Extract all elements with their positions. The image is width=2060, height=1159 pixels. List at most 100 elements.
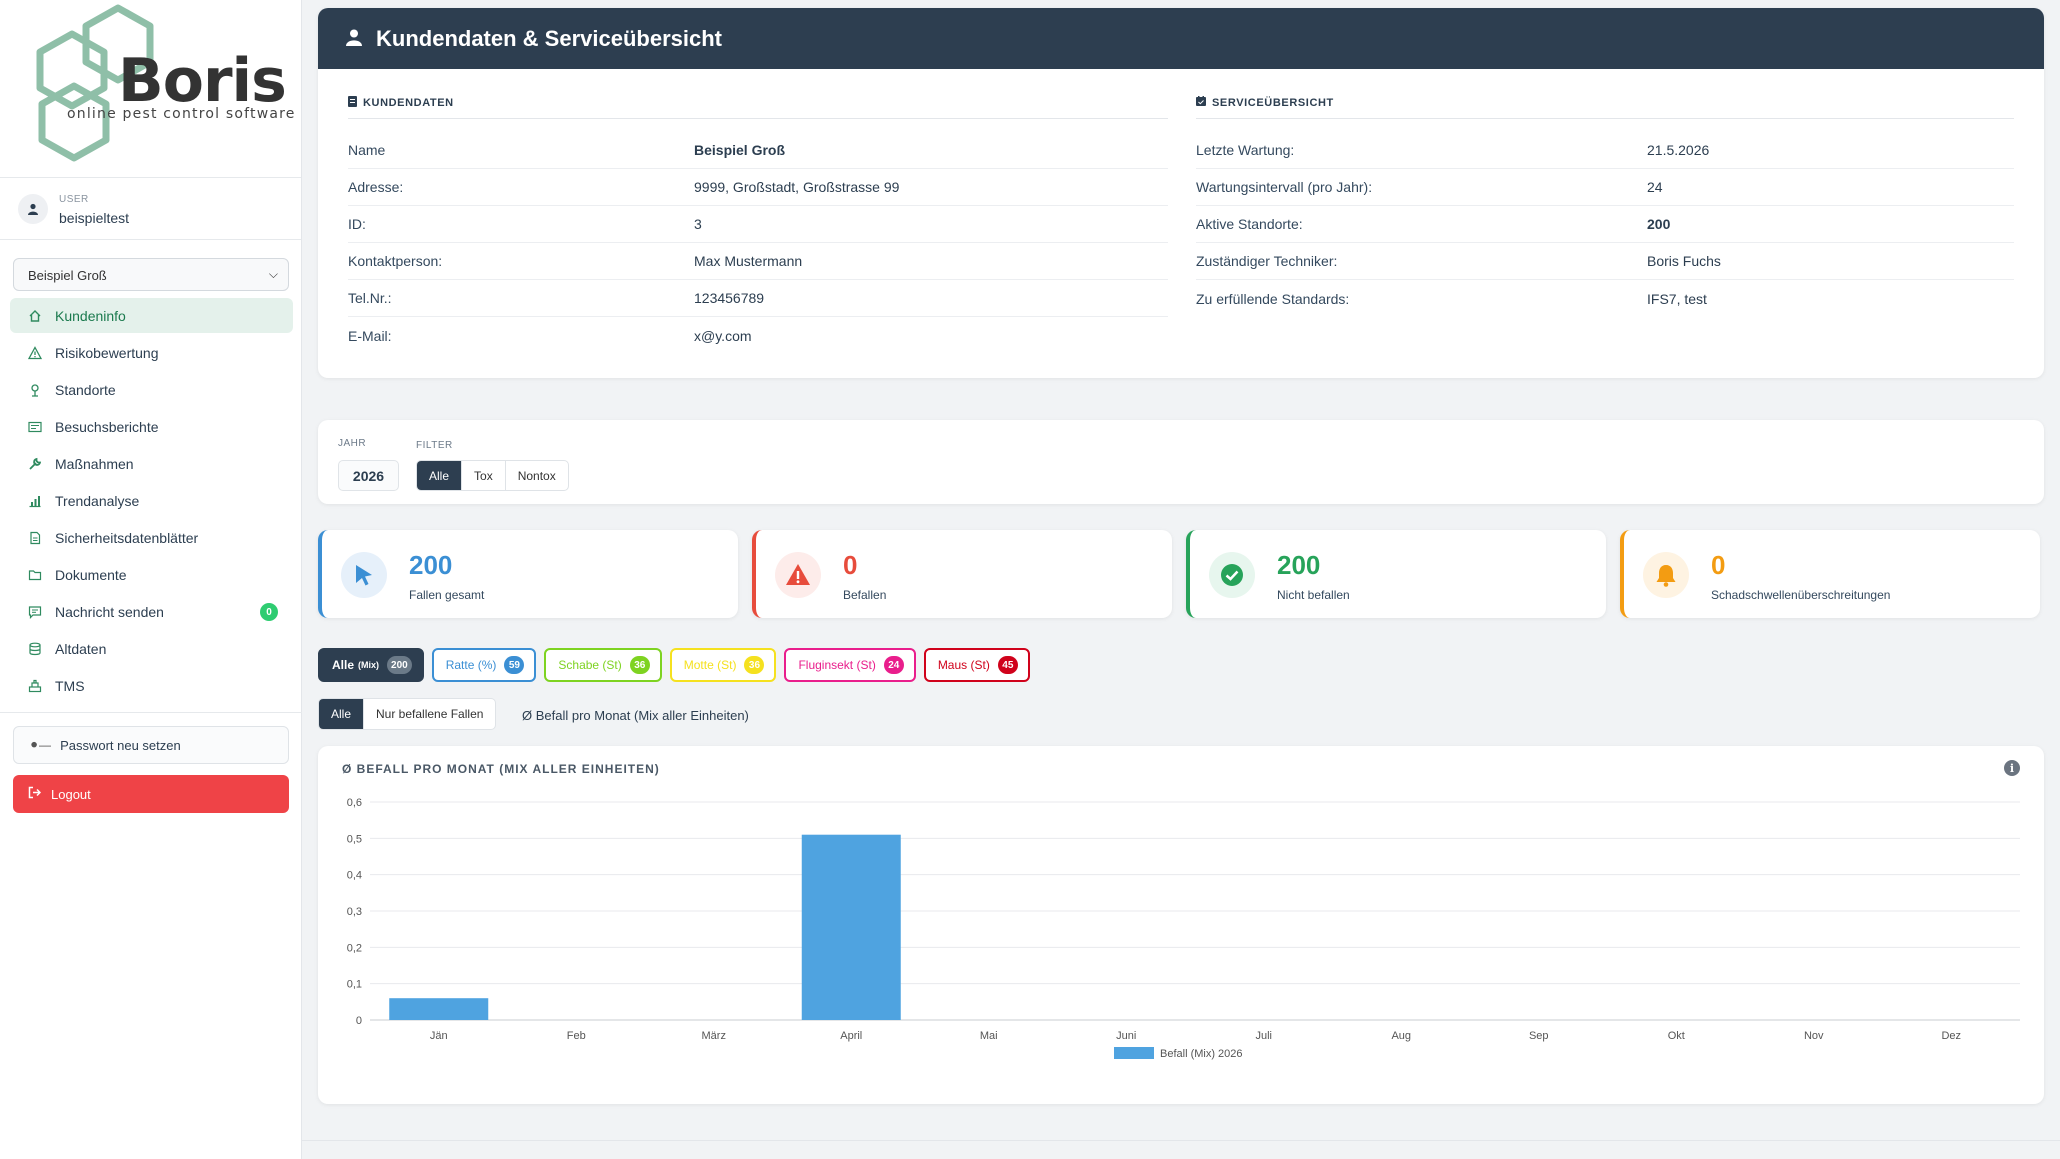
folder-icon (27, 567, 43, 583)
stat-label: Schadschwellenüberschreitungen (1711, 588, 1891, 602)
year-select[interactable]: 2026 (338, 460, 399, 491)
table-row: Tel.Nr.: 123456789 (348, 280, 1168, 317)
divider (348, 118, 1168, 119)
y-tick-label: 0,2 (347, 942, 362, 954)
sidebar-item-trendanalyse[interactable]: Trendanalyse (10, 483, 293, 518)
filter-tox-button[interactable]: Tox (462, 461, 506, 490)
brand-tagline: online pest control software (67, 106, 296, 122)
stat-value: 0 (1711, 550, 1726, 580)
pest-pill-schabe[interactable]: Schabe (St) 36 (544, 648, 662, 682)
pest-count-badge: 24 (883, 656, 904, 674)
stat-value: 200 (1277, 550, 1321, 580)
pest-pill-ratte[interactable]: Ratte (%) 59 (431, 648, 537, 682)
table-row: Name Beispiel Groß (348, 132, 1168, 169)
logout-button[interactable]: Logout (13, 775, 289, 813)
user-label: USER (59, 194, 89, 205)
message-count-badge: 0 (260, 603, 278, 621)
sidebar-nav: Kundeninfo Risikobewertung Standorte Bes… (10, 298, 293, 705)
database-icon (27, 641, 43, 657)
chart-title: Ø BEFALL PRO MONAT (MIX ALLER EINHEITEN) (342, 762, 660, 776)
chart-mode-label: Ø Befall pro Monat (Mix aller Einheiten) (522, 708, 749, 723)
stat-value: 0 (843, 550, 858, 580)
sidebar: Boris online pest control software USER … (0, 0, 302, 1159)
table-row: Zuständiger Techniker: Boris Fuchs (1196, 243, 2014, 280)
sidebar-item-massnahmen[interactable]: Maßnahmen (10, 446, 293, 481)
x-tick-label: Juli (1255, 1030, 1272, 1042)
pest-pill-motte[interactable]: Motte (St) 36 (669, 648, 777, 682)
y-tick-label: 0 (356, 1015, 362, 1027)
bar-jän (389, 998, 489, 1020)
customer-overview-card: Kundendaten & Serviceübersicht KUNDENDAT… (318, 8, 2044, 378)
bar-april (801, 834, 901, 1020)
y-tick-label: 0,3 (347, 906, 362, 918)
toggle-alle-button[interactable]: Alle (319, 699, 365, 729)
customer-select[interactable]: Beispiel Groß ⌵ (13, 258, 289, 291)
home-icon (27, 308, 43, 324)
pest-filter-pills: Alle (Mix) 200 Ratte (%) 59 Schabe (St) … (318, 648, 1030, 684)
y-tick-label: 0,6 (347, 797, 362, 809)
sidebar-item-label: Maßnahmen (55, 455, 134, 472)
table-row: E-Mail: x@y.com (348, 327, 752, 344)
sidebar-item-dokumente[interactable]: Dokumente (10, 557, 293, 592)
filter-label: FILTER (416, 440, 453, 451)
sidebar-item-label: Kundeninfo (55, 307, 126, 324)
stat-value: 200 (409, 550, 453, 580)
sidebar-item-label: Nachricht senden (55, 603, 164, 620)
reset-password-label: Passwort neu setzen (60, 737, 181, 753)
cursor-icon (341, 552, 387, 598)
sidebar-item-label: Besuchsberichte (55, 418, 159, 435)
tms-icon (27, 678, 43, 694)
filter-nontox-button[interactable]: Nontox (517, 468, 556, 483)
sidebar-item-kundeninfo[interactable]: Kundeninfo (10, 298, 293, 333)
pest-pill-maus[interactable]: Maus (St) 45 (923, 648, 1030, 682)
x-tick-label: April (840, 1030, 862, 1042)
document-icon (27, 530, 43, 546)
bell-icon (1643, 552, 1689, 598)
table-row: Letzte Wartung: 21.5.2026 (1196, 132, 2014, 169)
stat-label: Fallen gesamt (409, 588, 485, 602)
info-icon[interactable]: i (2004, 760, 2020, 776)
sidebar-item-sicherheitsdatenblaetter[interactable]: Sicherheitsdatenblätter (10, 520, 293, 555)
sidebar-item-label: Altdaten (55, 640, 107, 657)
x-tick-label: Juni (1116, 1030, 1136, 1042)
sidebar-item-altdaten[interactable]: Altdaten (10, 631, 293, 666)
id-card-icon (348, 96, 357, 110)
table-row: Wartungsintervall (pro Jahr): 24 (1196, 169, 2014, 206)
sidebar-item-risikobewertung[interactable]: Risikobewertung (10, 335, 293, 370)
pest-pill-alle[interactable]: Alle (Mix) 200 (318, 648, 424, 682)
table-row: ID: 3 (348, 206, 1168, 243)
key-icon: ⚫— (29, 738, 52, 752)
user-avatar-icon (18, 194, 48, 224)
stat-label: Befallen (843, 588, 887, 602)
x-tick-label: März (702, 1030, 726, 1042)
location-icon (27, 382, 43, 398)
pest-count-badge: 36 (629, 656, 650, 674)
filter-alle-button[interactable]: Alle (417, 461, 463, 490)
filter-button-group: Alle Tox Nontox (416, 460, 569, 491)
warning-icon (775, 552, 821, 598)
sidebar-item-standorte[interactable]: Standorte (10, 372, 293, 407)
chart-icon (27, 493, 43, 509)
sidebar-item-besuchsberichte[interactable]: Besuchsberichte (10, 409, 293, 444)
pest-count-badge: 59 (504, 656, 525, 674)
x-tick-label: Jän (430, 1030, 448, 1042)
sidebar-item-tms[interactable]: TMS (10, 668, 293, 703)
sidebar-item-label: Dokumente (55, 566, 127, 583)
sidebar-item-label: Sicherheitsdatenblätter (55, 529, 199, 546)
toggle-nur-befallene-button[interactable]: Nur befallene Fallen (376, 707, 484, 721)
logo: Boris online pest control software (0, 0, 301, 178)
logout-icon (28, 786, 42, 802)
user-icon (346, 26, 362, 52)
stat-card-fallen-gesamt: 200 Fallen gesamt (318, 530, 738, 618)
user-name: beispieltest (59, 210, 130, 226)
user-panel: USER beispieltest (0, 178, 301, 240)
reset-password-button[interactable]: ⚫— Passwort neu setzen (13, 726, 289, 764)
table-row: Aktive Standorte: 200 (1196, 206, 2014, 243)
y-tick-label: 0,1 (347, 979, 362, 991)
warning-icon (27, 345, 43, 361)
sidebar-item-nachricht-senden[interactable]: Nachricht senden 0 (10, 594, 293, 629)
table-row: Zu erfüllende Standards: IFS7, test (1196, 290, 1707, 307)
pest-pill-fluginsekt[interactable]: Fluginsekt (St) 24 (784, 648, 916, 682)
stat-label: Nicht befallen (1277, 588, 1350, 602)
pest-count-badge: 45 (997, 656, 1018, 674)
